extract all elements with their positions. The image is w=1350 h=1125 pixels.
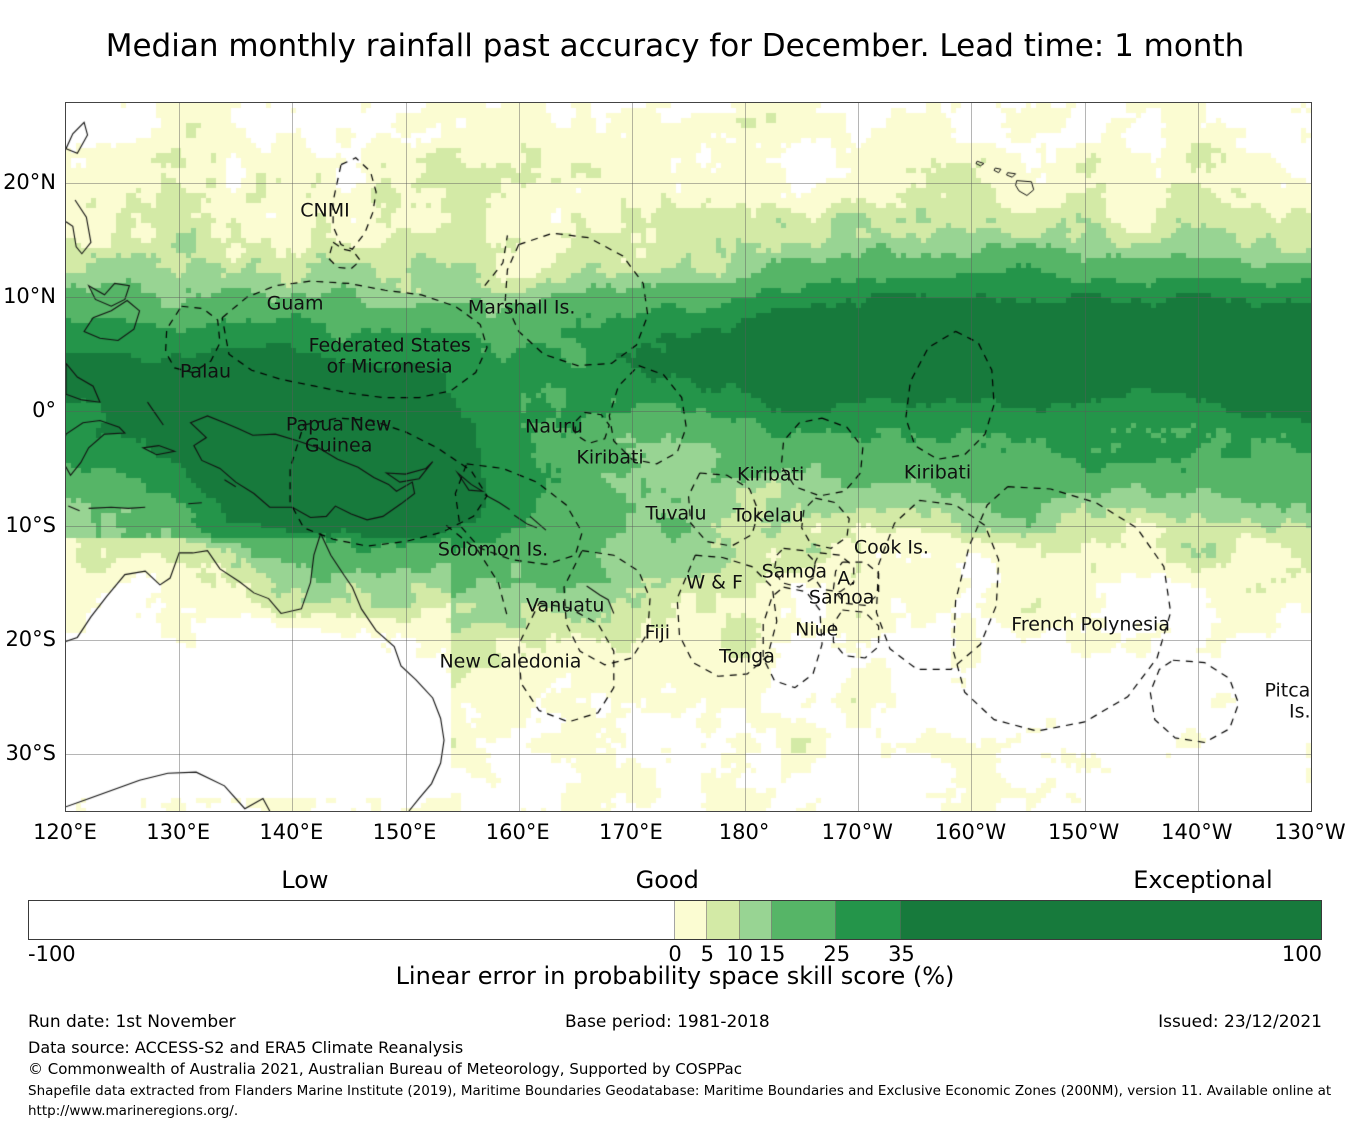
- copyright: © Commonwealth of Australia 2021, Austra…: [28, 1060, 742, 1078]
- x-tick-150°E: 150°E: [372, 820, 437, 844]
- colorbar-tick-10: 10: [726, 942, 754, 966]
- colorbar[interactable]: [28, 900, 1322, 940]
- gridline-parallel: [66, 525, 1311, 527]
- x-tick-130°E: 130°E: [146, 820, 211, 844]
- gridline-meridian: [1084, 103, 1086, 811]
- map-frame: CNMI Guam Marshall Is. Palau Federated State…: [65, 102, 1312, 812]
- x-tick-120°E: 120°E: [33, 820, 97, 844]
- colorbar-tick-0: 0: [668, 942, 682, 966]
- gridline-parallel: [66, 753, 1311, 755]
- x-tick-140°E: 140°E: [259, 820, 324, 844]
- gridline-parallel: [66, 639, 1311, 641]
- gridline-meridian: [631, 103, 633, 811]
- y-tick-10°S: 10°S: [5, 512, 56, 537]
- y-tick-20°N: 20°N: [3, 169, 56, 194]
- colorbar-segment-4: [771, 901, 837, 939]
- page-title: Median monthly rainfall past accuracy fo…: [105, 28, 1245, 64]
- colorbar-tick--100: -100: [28, 942, 76, 966]
- shapefile-line-2: http://www.marineregions.org/.: [28, 1103, 239, 1120]
- x-tick-170°W: 170°W: [821, 820, 893, 844]
- colorbar-category-good: Good: [635, 866, 699, 894]
- colorbar-tick-25: 25: [823, 942, 851, 966]
- gridline-meridian: [971, 103, 973, 811]
- shapefile-line-1: Shapefile data extracted from Flanders M…: [28, 1083, 1332, 1099]
- colorbar-gradient: [28, 900, 1322, 940]
- issued-date: Issued: 23/12/2021: [1158, 1012, 1322, 1032]
- y-tick-20°S: 20°S: [5, 626, 56, 651]
- gridline-parallel: [66, 182, 1311, 184]
- y-tick-0°: 0°: [32, 398, 56, 423]
- gridline-meridian: [292, 103, 294, 811]
- colorbar-axis-label: Linear error in probability space skill …: [395, 962, 955, 990]
- gridline-meridian: [405, 103, 407, 811]
- skill-score-heatmap: [66, 103, 1311, 811]
- colorbar-tick-5: 5: [700, 942, 715, 966]
- colorbar-tick-100: 100: [1281, 942, 1322, 966]
- colorbar-category-low: Low: [281, 866, 329, 894]
- x-tick-160°W: 160°W: [934, 820, 1007, 844]
- run-date: Run date: 1st November: [28, 1012, 236, 1032]
- x-tick-160°E: 160°E: [485, 820, 550, 844]
- gridline-meridian: [1197, 103, 1199, 811]
- shapefile-attribution: Shapefile data extracted from Flanders M…: [28, 1081, 1331, 1122]
- map-container[interactable]: CNMI Guam Marshall Is. Palau Federated State…: [33, 102, 1346, 844]
- gridline-parallel: [66, 297, 1311, 299]
- colorbar-segment-5: [836, 901, 902, 939]
- gridline-parallel: [66, 411, 1311, 413]
- y-tick-10°N: 10°N: [3, 284, 56, 309]
- base-period: Base period: 1981-2018: [565, 1012, 770, 1032]
- gridline-meridian: [858, 103, 860, 811]
- y-axis-tick-labels: 20°N 10°N 0° 10°S 20°S 30°S: [0, 102, 56, 812]
- colorbar-segment-0: [29, 901, 675, 939]
- x-tick-130°W: 130°W: [1274, 820, 1346, 844]
- x-tick-170°E: 170°E: [598, 820, 663, 844]
- gridline-meridian: [518, 103, 520, 811]
- gridline-meridian: [179, 103, 181, 811]
- gridline-meridian: [745, 103, 747, 811]
- x-tick-140°W: 140°W: [1161, 820, 1233, 844]
- x-tick-150°W: 150°W: [1047, 820, 1120, 844]
- colorbar-segment-3: [739, 901, 772, 939]
- colorbar-segment-6: [901, 901, 1321, 939]
- y-tick-30°S: 30°S: [5, 740, 56, 765]
- colorbar-tick-15: 15: [758, 942, 786, 966]
- footer: Run date: 1st November Base period: 1981…: [0, 1012, 1350, 1082]
- data-source: Data source: ACCESS-S2 and ERA5 Climate …: [28, 1038, 464, 1057]
- x-tick-180°: 180°: [718, 820, 770, 844]
- colorbar-tick-35: 35: [888, 942, 915, 966]
- colorbar-category-exceptional: Exceptional: [1133, 866, 1273, 894]
- colorbar-segment-2: [707, 901, 740, 939]
- colorbar-segment-1: [675, 901, 708, 939]
